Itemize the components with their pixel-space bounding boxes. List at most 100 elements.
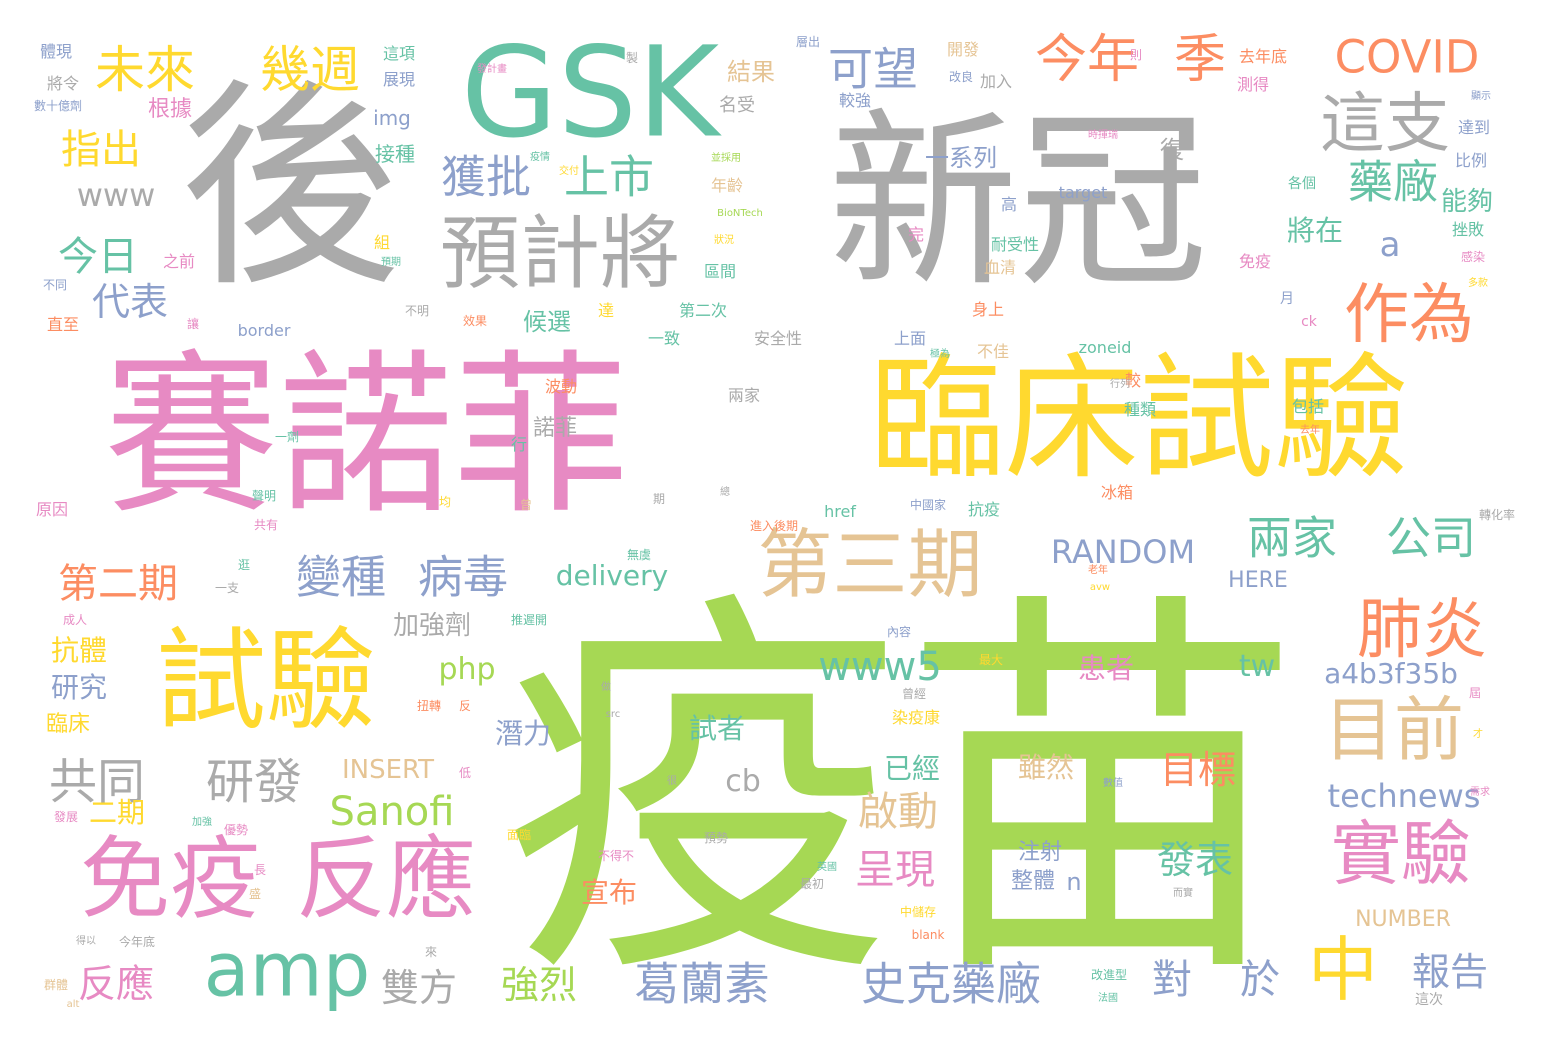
cloud-word: 葛蘭素 (634, 957, 770, 1011)
cloud-word: 染疫康 (891, 708, 941, 727)
cloud-word: php (438, 652, 496, 687)
cloud-word: 不同 (42, 278, 68, 292)
cloud-word: 低 (458, 766, 472, 780)
cloud-word: 季 (1173, 30, 1227, 90)
cloud-word: 指出 (61, 127, 141, 173)
cloud-word: 共同 (48, 754, 146, 810)
cloud-word: 行列 (1110, 379, 1130, 390)
cloud-word: 賽諾菲 (103, 335, 629, 539)
cloud-word: 加入 (979, 72, 1013, 91)
cloud-word: 共有 (253, 518, 279, 532)
cloud-word: 呈現 (855, 847, 935, 893)
cloud-word: 較強 (838, 91, 872, 110)
cloud-word: 各個 (1288, 176, 1316, 192)
cloud-word: 上市 (563, 150, 655, 204)
cloud-word: 效果 (462, 314, 488, 328)
cloud-word: 能夠 (1440, 187, 1494, 217)
cloud-word: 區間 (703, 262, 737, 281)
cloud-word: href (824, 502, 856, 521)
cloud-word: technews (1327, 777, 1481, 815)
cloud-word: 一致 (647, 329, 681, 348)
cloud-word: 得以 (76, 936, 96, 947)
cloud-word: blank (911, 928, 945, 942)
cloud-word: 做 (601, 682, 611, 693)
cloud-word: COVID (1334, 30, 1480, 84)
cloud-word: 實驗 (1331, 813, 1471, 895)
cloud-word: 後 (179, 60, 401, 316)
cloud-word: 兩家 (727, 386, 761, 405)
cloud-word: n (1066, 868, 1082, 896)
cloud-word: 今年 (1034, 30, 1140, 90)
cloud-word: BioNTech (717, 208, 763, 219)
cloud-word: 反 (458, 699, 472, 713)
cloud-word: 臨床 (45, 712, 91, 737)
cloud-word: zoneid (1078, 338, 1132, 357)
cloud-word: 極為 (930, 349, 950, 360)
cloud-word: 雙方 (380, 966, 458, 1010)
cloud-word: 直至 (46, 315, 80, 334)
cloud-word: 藥廠 (1347, 155, 1439, 209)
cloud-word: 報告 (1411, 950, 1489, 994)
cloud-word: 期 (652, 492, 666, 506)
cloud-word: 不明 (404, 304, 430, 318)
cloud-word: 試驗 (156, 617, 376, 745)
cloud-word: avw (1089, 582, 1111, 593)
cloud-word: 臨床試驗 (869, 340, 1409, 498)
cloud-word: 於 (1240, 957, 1280, 1003)
cloud-word: 老年 (1088, 565, 1108, 576)
cloud-word: 對 (1152, 957, 1192, 1003)
cloud-word: 目前 (1324, 689, 1464, 771)
cloud-word: 一系列 (925, 144, 997, 172)
cloud-word: 進入後期 (749, 519, 799, 533)
cloud-word: 逛 (237, 558, 251, 572)
cloud-word: 試者 (688, 712, 746, 745)
cloud-word: GSK (460, 20, 720, 166)
cloud-word: 扭轉 (416, 699, 442, 713)
cloud-word: 名受 (719, 95, 755, 116)
cloud-word: 免疫 (1238, 252, 1272, 271)
cloud-word: 作為 (1343, 277, 1475, 353)
cloud-word: 病毒 (417, 550, 509, 604)
cloud-word: alt (66, 999, 80, 1010)
cloud-word: 目標 (1159, 748, 1237, 792)
cloud-word: 面臨 (506, 828, 532, 842)
cloud-word: 這支 (1319, 86, 1451, 162)
cloud-word: 疫苗 (502, 562, 1302, 1027)
cloud-word: 月 (1280, 291, 1294, 307)
cloud-word: 身上 (971, 300, 1005, 319)
cloud-word: 冰箱 (1100, 483, 1134, 502)
cloud-word: 反應 (296, 827, 476, 932)
cloud-word: 整體 (1010, 869, 1056, 894)
cloud-word: 改良 (948, 70, 974, 84)
cloud-word: 優勢 (223, 823, 249, 837)
cloud-word: 展現 (382, 70, 416, 89)
cloud-word: a (1379, 225, 1401, 265)
cloud-word: 復 (1160, 136, 1184, 164)
cloud-word: 結果 (727, 58, 775, 86)
cloud-word: 交付 (559, 166, 579, 177)
cloud-word: 根據 (147, 97, 193, 122)
cloud-word: 才 (1473, 729, 1483, 740)
cloud-word: 一支 (214, 581, 240, 595)
cloud-word: 抗體 (50, 634, 108, 667)
cloud-word: 這次 (1415, 992, 1443, 1008)
cloud-word: 總 (720, 487, 730, 498)
cloud-word: 製 (625, 51, 639, 65)
cloud-word: 中 (1308, 929, 1378, 1011)
cloud-word: 數值 (1103, 778, 1123, 789)
cloud-word: 無虞 (626, 548, 652, 562)
cloud-word: NUMBER (1355, 907, 1451, 932)
cloud-word: 肺炎 (1356, 592, 1488, 668)
cloud-word: img (373, 106, 411, 130)
cloud-word: 達 (597, 301, 615, 320)
cloud-word: 完 (907, 225, 925, 244)
cloud-word: 諾菲 (532, 416, 578, 441)
cloud-word: 內容 (886, 625, 912, 639)
cloud-word: 組 (373, 233, 391, 252)
cloud-word: src (605, 709, 621, 720)
cloud-word: 法國 (1098, 993, 1118, 1004)
cloud-word: RANDOM (1050, 533, 1196, 571)
cloud-word: 屆 (1468, 686, 1482, 700)
cloud-word: 第二次 (678, 301, 728, 320)
cloud-word: 接種 (375, 142, 415, 166)
